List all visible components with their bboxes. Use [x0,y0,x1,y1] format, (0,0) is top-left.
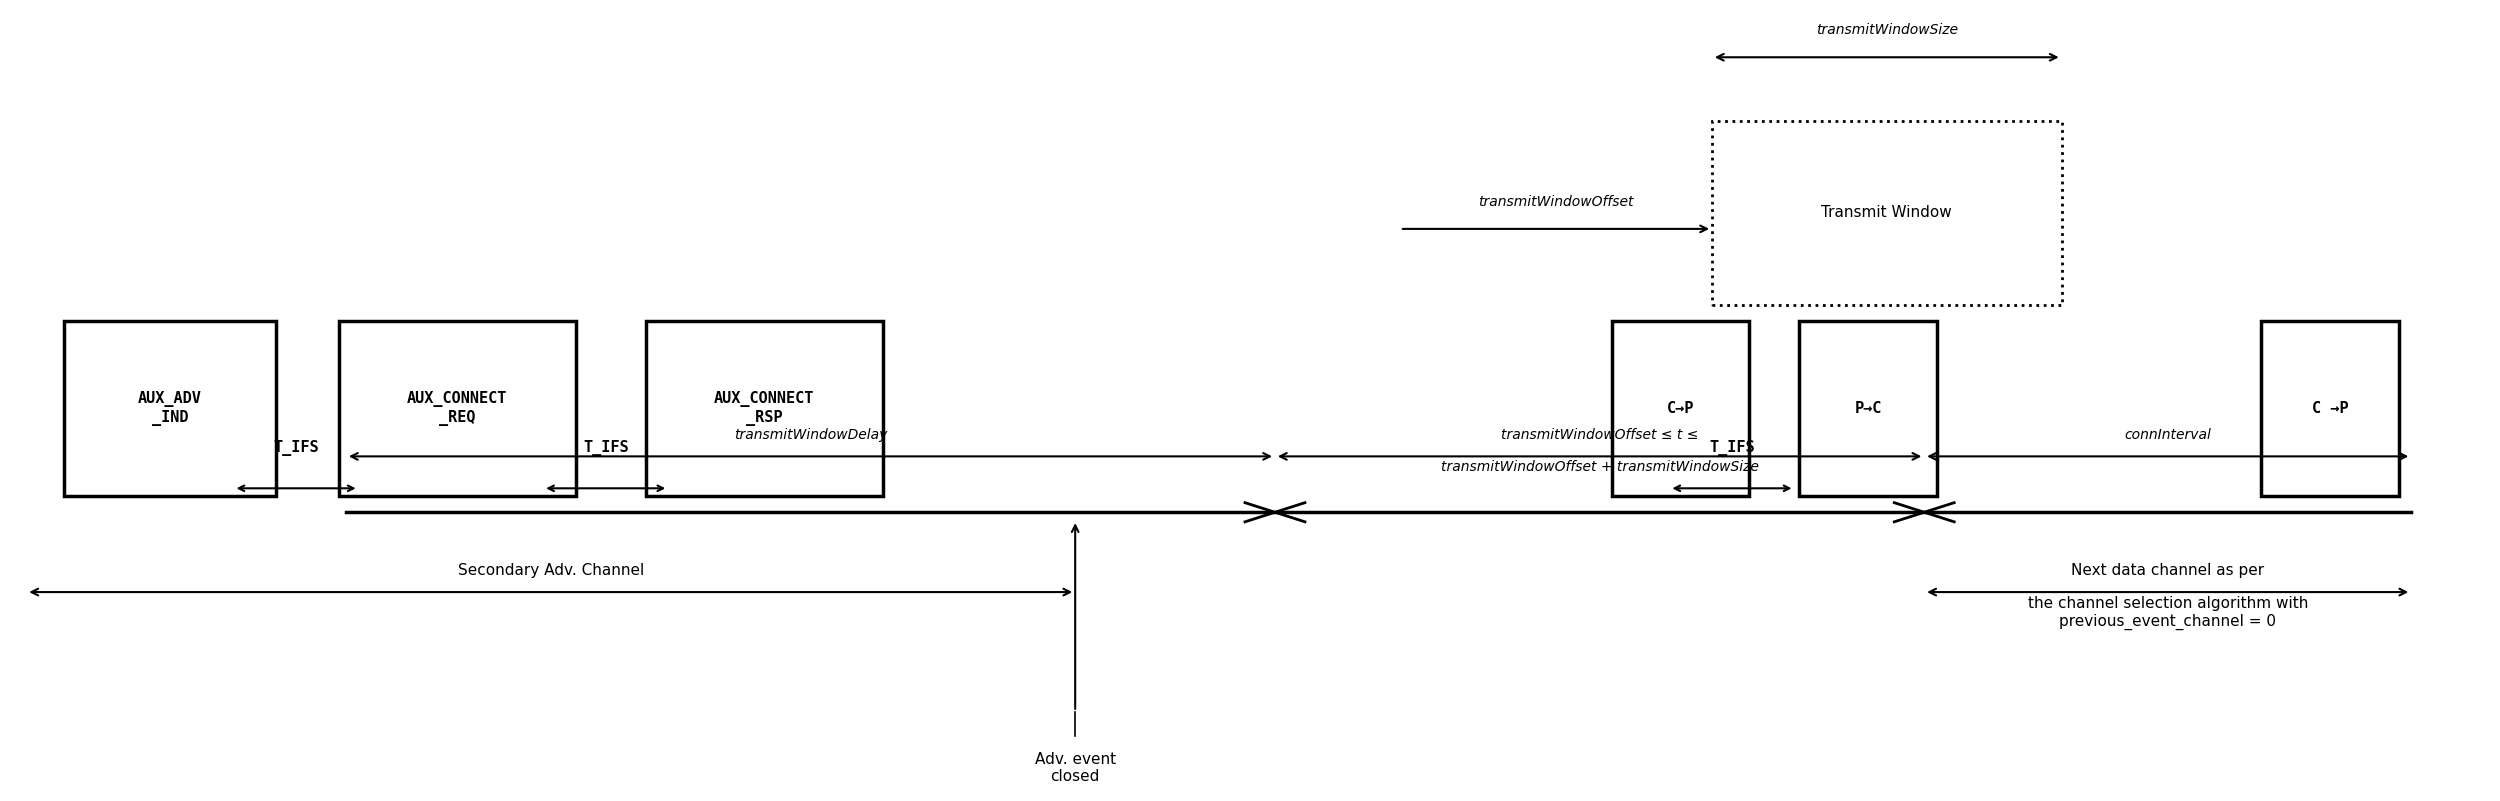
Bar [65,320,275,497]
Text: P→C: P→C [1855,401,1882,416]
Text: transmitWindowSize: transmitWindowSize [1815,23,1958,38]
Text: AUX_CONNECT
_RSP: AUX_CONNECT _RSP [715,391,815,425]
Text: AUX_ADV
_IND: AUX_ADV _IND [138,391,202,425]
Bar [338,320,575,497]
Text: transmitWindowOffset ≤ t ≤: transmitWindowOffset ≤ t ≤ [1500,428,1698,442]
Text: Secondary Adv. Channel: Secondary Adv. Channel [458,563,645,578]
Text: C→P: C→P [1668,401,1695,416]
Text: T_IFS: T_IFS [582,441,628,457]
Bar [1800,320,1938,497]
Bar [1713,121,2062,304]
Text: transmitWindowOffset + transmitWindowSize: transmitWindowOffset + transmitWindowSiz… [1440,461,1758,474]
Text: T_IFS: T_IFS [272,441,320,457]
Bar [2262,320,2398,497]
Text: the channel selection algorithm with
previous_event_channel = 0: the channel selection algorithm with pre… [2028,596,2308,630]
Bar [645,320,882,497]
Text: Next data channel as per: Next data channel as per [2070,563,2265,578]
Text: Adv. event
closed: Adv. event closed [1035,751,1115,784]
Text: transmitWindowDelay: transmitWindowDelay [735,428,888,442]
Text: AUX_CONNECT
_REQ: AUX_CONNECT _REQ [408,391,508,425]
Text: connInterval: connInterval [2125,428,2210,442]
Text: transmitWindowOffset: transmitWindowOffset [1478,195,1633,209]
Text: T_IFS: T_IFS [1710,441,1755,457]
Text: C →P: C →P [2312,401,2347,416]
Bar [1612,320,1750,497]
Text: Transmit Window: Transmit Window [1822,205,1952,220]
